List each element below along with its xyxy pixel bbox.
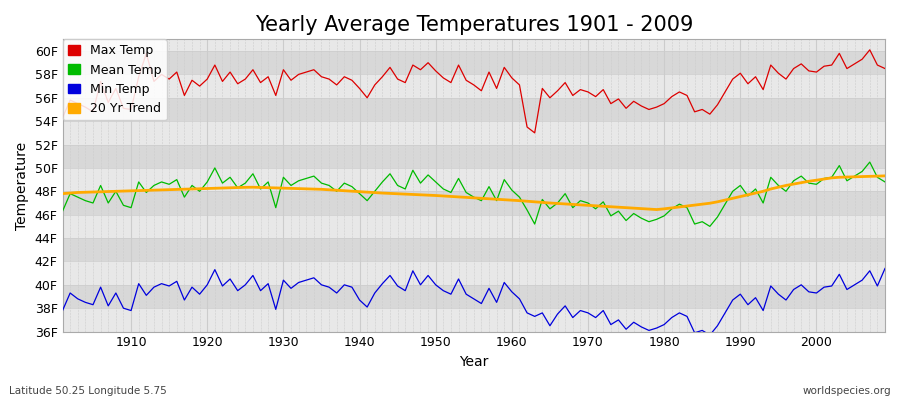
Legend: Max Temp, Mean Temp, Min Temp, 20 Yr Trend: Max Temp, Mean Temp, Min Temp, 20 Yr Tre… — [62, 39, 166, 120]
Text: worldspecies.org: worldspecies.org — [803, 386, 891, 396]
Bar — [62, 215, 885, 238]
Bar — [62, 285, 885, 308]
Bar — [62, 262, 885, 285]
Bar — [62, 144, 885, 168]
Bar — [62, 308, 885, 332]
Bar — [62, 51, 885, 74]
Bar — [62, 74, 885, 98]
Text: Latitude 50.25 Longitude 5.75: Latitude 50.25 Longitude 5.75 — [9, 386, 166, 396]
Bar — [62, 191, 885, 215]
Bar — [62, 238, 885, 262]
X-axis label: Year: Year — [459, 355, 489, 369]
Bar — [62, 98, 885, 121]
Y-axis label: Temperature: Temperature — [15, 141, 29, 230]
Bar — [62, 121, 885, 144]
Title: Yearly Average Temperatures 1901 - 2009: Yearly Average Temperatures 1901 - 2009 — [255, 15, 693, 35]
Bar — [62, 168, 885, 191]
